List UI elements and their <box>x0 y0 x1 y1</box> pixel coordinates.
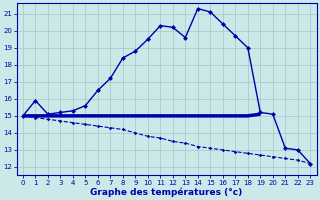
X-axis label: Graphe des températures (°c): Graphe des températures (°c) <box>91 187 243 197</box>
